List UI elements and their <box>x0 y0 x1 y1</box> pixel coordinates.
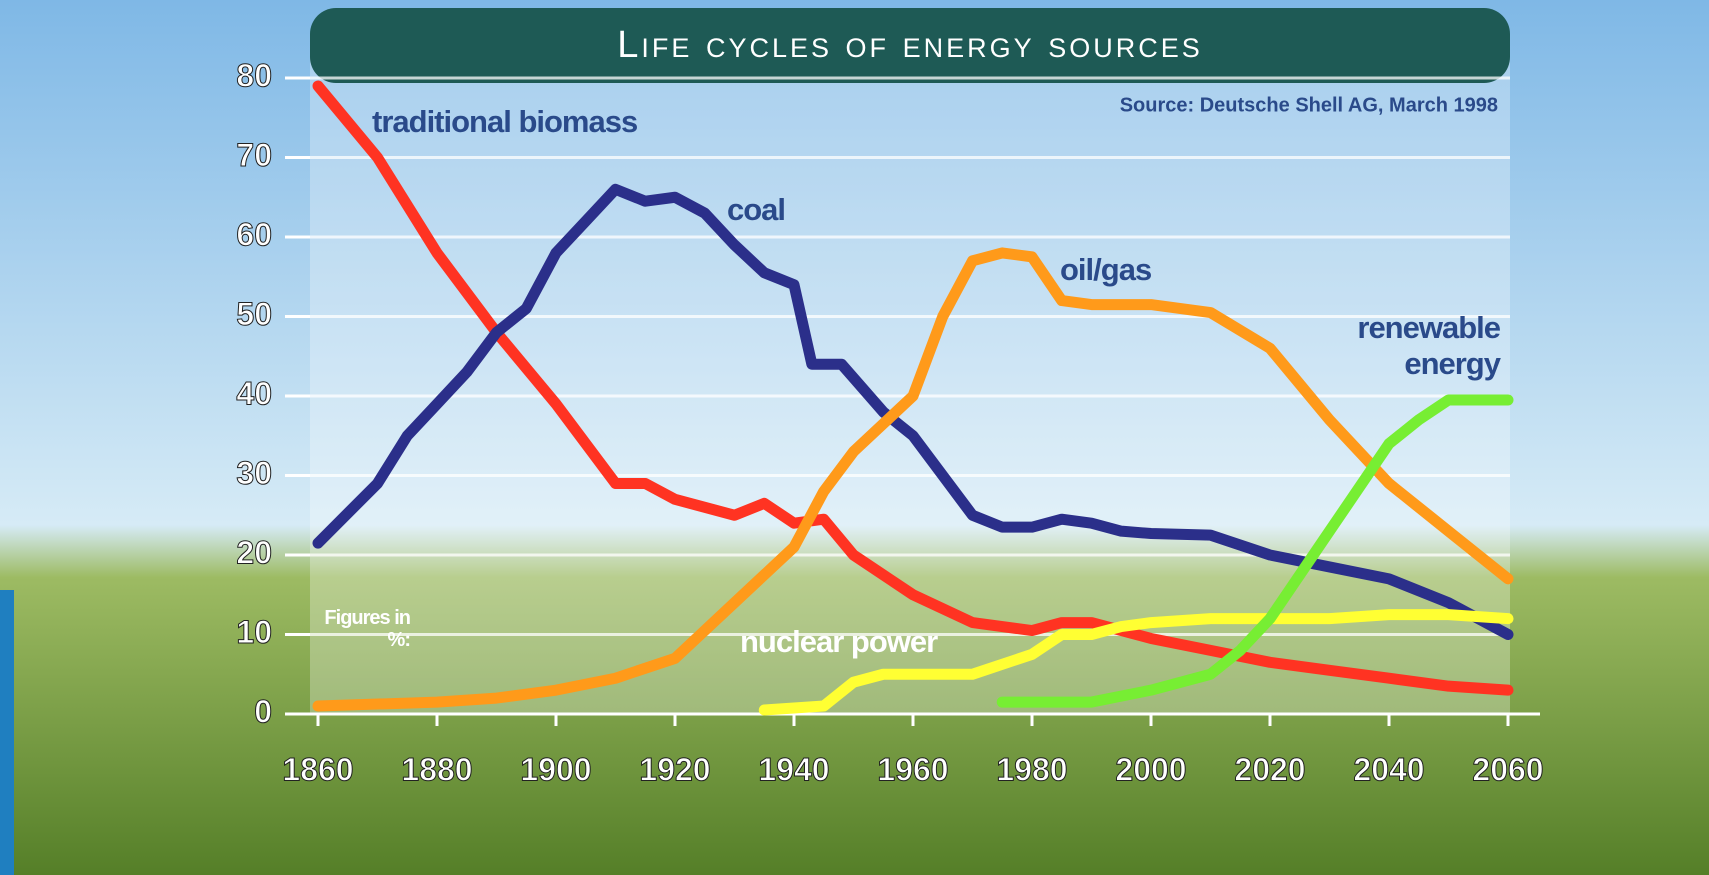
x-tick-label: 1860 <box>282 751 353 787</box>
x-tick-label: 1980 <box>996 751 1067 787</box>
series-label: nuclear power <box>740 624 938 659</box>
title-banner <box>310 8 1510 83</box>
y-tick-label: 10 <box>236 614 272 650</box>
x-tick-label: 1920 <box>639 751 710 787</box>
plot-area <box>310 40 1510 715</box>
x-tick-label: 1940 <box>758 751 829 787</box>
series-line <box>312 247 1514 712</box>
series-label: renewable energy <box>1357 310 1501 381</box>
x-tick-label: 1900 <box>520 751 591 787</box>
series-line <box>312 80 1514 696</box>
source-note: Source: Deutsche Shell AG, March 1998 <box>1120 94 1498 116</box>
y-tick-label: 70 <box>236 137 272 173</box>
series-label: oil/gas <box>1060 252 1152 287</box>
y-tick-label: 0 <box>254 693 272 729</box>
x-tick-label: 1880 <box>401 751 472 787</box>
annotation: Figures in %: <box>324 607 411 651</box>
x-tick-label: 2020 <box>1234 751 1305 787</box>
x-tick-label: 2040 <box>1353 751 1424 787</box>
y-tick-label: 20 <box>236 534 272 570</box>
y-tick-label: 50 <box>236 296 272 332</box>
x-tick-label: 2000 <box>1115 751 1186 787</box>
y-tick-label: 80 <box>236 57 272 93</box>
x-tick-label: 2060 <box>1472 751 1543 787</box>
y-tick-label: 30 <box>236 455 272 491</box>
y-tick-label: 60 <box>236 216 272 252</box>
series-line <box>758 609 1514 716</box>
series-label: coal <box>727 192 786 227</box>
slide-edge <box>0 590 14 875</box>
y-tick-label: 40 <box>236 375 272 411</box>
chart-title: Life cycles of energy sources <box>617 24 1202 66</box>
series-label: traditional biomass <box>372 104 638 139</box>
series-line <box>312 183 1514 640</box>
series-line <box>996 394 1514 708</box>
x-tick-label: 1960 <box>877 751 948 787</box>
